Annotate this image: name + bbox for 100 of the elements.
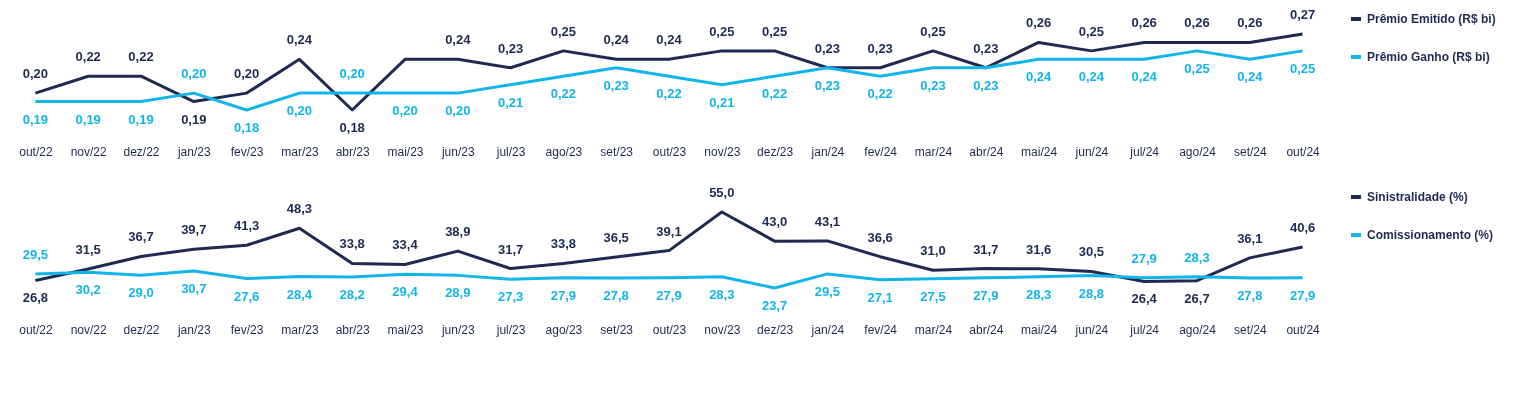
data-label: 27,9 <box>1289 287 1316 303</box>
data-label: 0,26 <box>1131 15 1157 31</box>
x-tick-label: set/24 <box>1233 144 1267 159</box>
x-tick-label: jul/24 <box>1129 322 1160 337</box>
data-label: 27,6 <box>233 288 260 304</box>
x-tick-label: fev/23 <box>230 322 264 337</box>
data-label: 28,2 <box>339 287 365 303</box>
x-tick-label: fev/24 <box>864 322 898 337</box>
x-tick-label: nov/22 <box>70 144 108 159</box>
x-tick-label: fev/23 <box>230 144 264 159</box>
data-label: 0,18 <box>339 120 365 135</box>
data-label: 0,22 <box>75 49 101 65</box>
data-label: 0,22 <box>128 49 154 65</box>
legend-label: Comissionamento (%) <box>1367 228 1494 242</box>
data-label: 0,19 <box>22 111 49 127</box>
x-tick-label: mar/23 <box>281 144 319 159</box>
data-label: 28,8 <box>1078 285 1105 301</box>
x-tick-label: ago/23 <box>545 322 583 337</box>
data-label: 0,19 <box>181 111 207 127</box>
data-label: 27,5 <box>920 288 946 304</box>
data-label: 0,21 <box>497 94 524 110</box>
data-label: 30,5 <box>1078 244 1105 260</box>
data-label: 0,23 <box>814 40 841 56</box>
data-label: 27,9 <box>656 287 682 303</box>
data-label: 39,1 <box>656 223 682 239</box>
data-label: 0,22 <box>867 86 893 102</box>
data-label: 0,24 <box>286 32 313 48</box>
data-label: 0,22 <box>550 86 577 102</box>
data-label: 26,4 <box>1131 291 1158 307</box>
x-tick-label: dez/22 <box>123 144 160 159</box>
data-label: 0,24 <box>656 32 683 48</box>
data-label: 0,25 <box>920 23 946 39</box>
x-tick-label: jan/23 <box>176 322 211 337</box>
data-label: 28,3 <box>1184 249 1210 265</box>
x-tick-label: out/24 <box>1286 144 1321 159</box>
legend-label: Prêmio Emitido (R$ bi) <box>1367 12 1496 26</box>
data-label: 28,9 <box>445 285 471 301</box>
data-label: 36,1 <box>1237 230 1263 246</box>
x-tick-label: mai/23 <box>387 322 424 337</box>
x-tick-label: jun/23 <box>440 144 475 159</box>
x-tick-label: out/23 <box>652 144 687 159</box>
data-label: 31,5 <box>75 242 101 258</box>
x-tick-label: set/23 <box>600 144 634 159</box>
data-label: 29,5 <box>22 246 49 262</box>
x-tick-label: abr/24 <box>969 322 1004 337</box>
data-label: 27,8 <box>1237 288 1263 304</box>
data-label: 0,20 <box>181 66 207 82</box>
data-label: 0,24 <box>603 32 630 48</box>
data-label: 27,9 <box>973 287 999 303</box>
data-label: 0,25 <box>761 23 788 39</box>
data-label: 28,4 <box>286 286 313 302</box>
data-label: 27,1 <box>867 289 893 305</box>
data-label: 48,3 <box>286 201 313 217</box>
x-tick-label: out/23 <box>652 322 687 337</box>
data-label: 0,24 <box>1025 69 1053 85</box>
x-tick-label: mai/24 <box>1021 322 1058 337</box>
data-label: 0,20 <box>392 103 418 119</box>
x-tick-label: nov/23 <box>704 322 741 337</box>
x-tick-label: jan/23 <box>176 144 211 159</box>
x-tick-label: abr/23 <box>335 322 371 337</box>
data-label: 41,3 <box>233 218 260 234</box>
data-label: 27,9 <box>550 287 577 303</box>
data-label: 0,25 <box>550 23 577 39</box>
data-label: 36,5 <box>603 229 629 245</box>
x-tick-label: out/24 <box>1286 322 1321 337</box>
x-tick-label: jun/24 <box>1074 144 1109 159</box>
x-tick-label: jan/24 <box>810 322 845 337</box>
data-label: 27,9 <box>1131 250 1157 266</box>
data-label: 0,21 <box>709 94 735 110</box>
data-label: 0,20 <box>339 66 365 82</box>
data-label: 27,3 <box>497 289 524 305</box>
x-tick-label: dez/23 <box>757 322 794 337</box>
data-label: 0,25 <box>709 23 735 39</box>
x-tick-label: ago/23 <box>545 144 583 159</box>
data-label: 0,19 <box>128 111 154 127</box>
x-tick-label: jul/23 <box>495 144 526 159</box>
data-label: 31,7 <box>497 241 524 257</box>
data-label: 55,0 <box>709 185 735 200</box>
data-label: 30,2 <box>75 282 101 298</box>
data-label: 36,6 <box>867 229 893 245</box>
x-tick-label: mar/24 <box>914 144 953 159</box>
data-label: 30,7 <box>181 281 207 296</box>
data-label: 43,1 <box>814 213 841 229</box>
data-label: 0,23 <box>497 40 524 56</box>
x-tick-label: mai/23 <box>387 144 424 159</box>
data-label: 43,0 <box>761 214 788 230</box>
data-label: 0,23 <box>973 40 999 56</box>
data-label: 0,24 <box>445 32 472 48</box>
x-tick-label: mar/23 <box>281 322 319 337</box>
data-label: 26,8 <box>22 290 49 306</box>
data-label: 0,26 <box>1184 15 1210 31</box>
data-label: 0,26 <box>1237 15 1263 31</box>
data-label: 28,3 <box>1025 286 1052 302</box>
data-label: 36,7 <box>128 229 154 245</box>
data-label: 31,7 <box>973 241 999 257</box>
data-label: 0,22 <box>761 86 788 102</box>
data-label: 0,27 <box>1289 7 1316 22</box>
data-label: 39,7 <box>181 222 207 238</box>
data-label: 0,24 <box>1078 69 1105 85</box>
data-label: 26,7 <box>1184 290 1210 306</box>
